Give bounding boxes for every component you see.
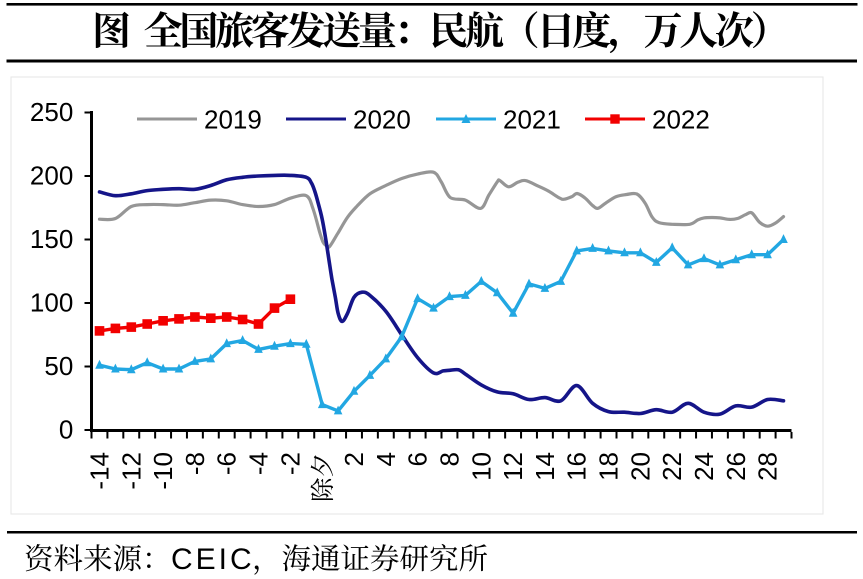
svg-text:22: 22	[657, 452, 687, 481]
svg-text:-2: -2	[275, 452, 305, 475]
svg-text:6: 6	[403, 452, 433, 466]
svg-text:12: 12	[498, 452, 528, 481]
svg-text:2022: 2022	[652, 105, 710, 135]
svg-text:2021: 2021	[503, 105, 561, 135]
svg-text:18: 18	[594, 452, 624, 481]
svg-text:14: 14	[530, 452, 560, 481]
svg-text:CEIC: CEIC	[171, 543, 255, 576]
svg-text:100: 100	[30, 288, 73, 318]
svg-text:26: 26	[721, 452, 751, 481]
svg-text:150: 150	[30, 224, 73, 254]
svg-text:-8: -8	[180, 452, 210, 475]
svg-text:-4: -4	[244, 452, 274, 475]
svg-text:-10: -10	[148, 452, 178, 490]
svg-text:2019: 2019	[204, 105, 262, 135]
svg-text:-12: -12	[116, 452, 146, 490]
svg-text:20: 20	[625, 452, 655, 481]
svg-text:2020: 2020	[353, 105, 411, 135]
svg-text:28: 28	[753, 452, 783, 481]
svg-text:16: 16	[562, 452, 592, 481]
svg-text:-14: -14	[84, 452, 114, 490]
svg-text:2: 2	[339, 452, 369, 466]
svg-text:4: 4	[371, 452, 401, 466]
svg-text:50: 50	[44, 351, 73, 381]
svg-text:0: 0	[59, 415, 73, 445]
svg-text:-6: -6	[212, 452, 242, 475]
svg-text:24: 24	[689, 452, 719, 481]
svg-text:8: 8	[434, 452, 464, 466]
svg-text:200: 200	[30, 161, 73, 191]
svg-text:250: 250	[30, 97, 73, 127]
svg-text:10: 10	[466, 452, 496, 481]
